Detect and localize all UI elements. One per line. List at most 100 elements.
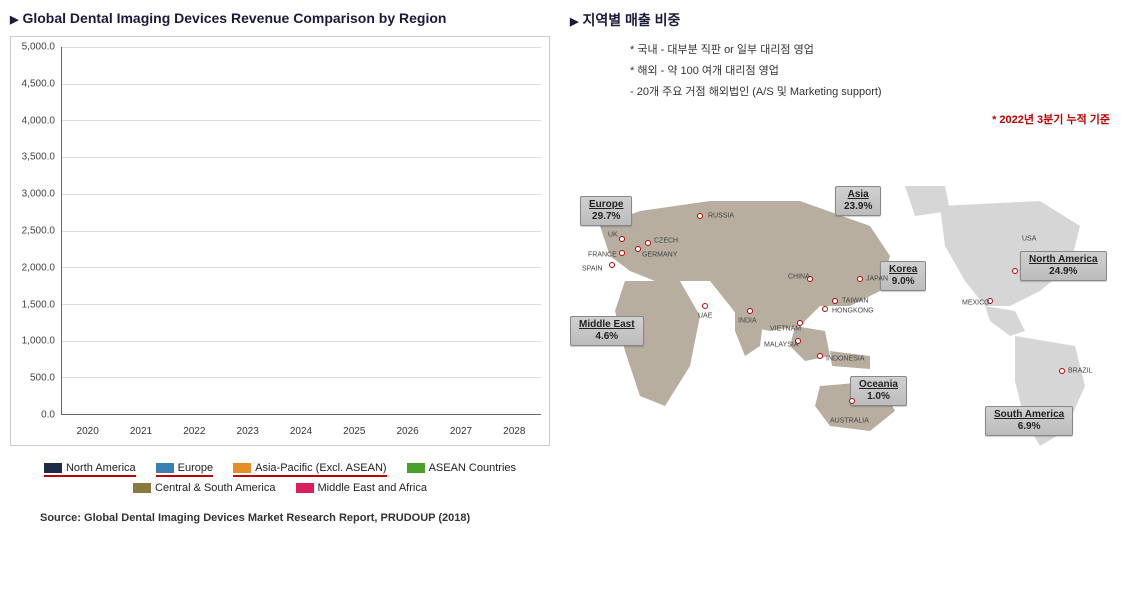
x-label: 2021 [130,426,152,437]
city-dot-australia [849,398,855,404]
region-name: Middle East [579,319,635,331]
x-label: 2027 [450,426,472,437]
city-dot-brazil [1059,368,1065,374]
bullet-domestic: * 국내 - 대부분 직판 or 일부 대리점 영업 [630,40,1110,61]
city-dot-usa [1012,268,1018,274]
chart-source: Source: Global Dental Imaging Devices Ma… [10,512,550,524]
region-pct: 23.9% [844,201,872,213]
city-label-taiwan: TAIWAN [842,297,868,304]
city-dot-france [619,250,625,256]
city-label-mexico: MEXICO [962,299,990,306]
y-tick: 1,000.0 [22,336,55,347]
city-dot-indonesia [817,353,823,359]
map-timestamp: * 2022년 3분기 누적 기준 [570,111,1110,127]
legend-label: Central & South America [155,482,275,494]
y-tick: 4,000.0 [22,115,55,126]
region-pct: 6.9% [994,421,1064,433]
city-dot-spain [609,262,615,268]
y-tick: 4,500.0 [22,78,55,89]
chart-legend: North America Europe Asia-Pacific (Excl. A… [10,462,550,494]
y-tick: 3,000.0 [22,189,55,200]
region-name: Asia [844,189,872,201]
legend-item: ASEAN Countries [407,462,516,474]
city-dot-uae [702,303,708,309]
legend-swatch [407,463,425,473]
region-pct: 24.9% [1029,266,1098,278]
x-label: 2026 [397,426,419,437]
city-label-china: CHINA [788,273,810,280]
city-dot-japan [857,276,863,282]
legend-item: Central & South America [133,482,275,494]
city-label-spain: SPAIN [582,265,603,272]
y-tick: 3,500.0 [22,152,55,163]
x-label: 2023 [237,426,259,437]
city-dot-russia [697,213,703,219]
y-tick: 2,500.0 [22,226,55,237]
city-label-hongkong: HONGKONG [832,307,874,314]
city-label-russia: RUSSIA [708,212,734,219]
legend-underline [233,475,386,477]
right-panel: 지역별 매출 비중 * 국내 - 대부분 직판 or 일부 대리점 영업 * 해… [570,10,1110,524]
x-label: 2025 [343,426,365,437]
legend-item: Asia-Pacific (Excl. ASEAN) [233,462,386,474]
y-tick: 500.0 [30,373,55,384]
city-label-brazil: BRAZIL [1068,367,1093,374]
city-label-uk: UK [608,231,618,238]
region-pct: 4.6% [579,331,635,343]
x-label: 2024 [290,426,312,437]
city-label-india: INDIA [738,317,757,324]
x-label: 2028 [503,426,525,437]
x-label: 2022 [183,426,205,437]
legend-swatch [233,463,251,473]
legend-item: North America [44,462,136,474]
region-box-middle-east: Middle East4.6% [570,316,644,346]
region-box-oceania: Oceania1.0% [850,376,907,406]
legend-label: Asia-Pacific (Excl. ASEAN) [255,462,386,474]
legend-swatch [44,463,62,473]
left-panel: Global Dental Imaging Devices Revenue Co… [10,10,550,524]
chart-title: Global Dental Imaging Devices Revenue Co… [10,10,550,26]
region-box-asia: Asia23.9% [835,186,881,216]
city-label-usa: USA [1022,235,1036,242]
legend-label: North America [66,462,136,474]
region-name: Korea [889,264,917,276]
legend-item: Europe [156,462,213,474]
city-dot-india [747,308,753,314]
legend-swatch [133,483,151,493]
region-pct: 1.0% [859,391,898,403]
region-box-europe: Europe29.7% [580,196,632,226]
stacked-bar-chart: 0.0500.01,000.01,500.02,000.02,500.03,00… [10,36,550,446]
region-name: South America [994,409,1064,421]
city-label-france: FRANCE [588,251,617,258]
city-label-japan: JAPAN [866,275,888,282]
region-name: North America [1029,254,1098,266]
bullet-overseas: * 해외 - 약 100 여개 대리점 영업 [630,61,1110,82]
city-label-germany: GERMANY [642,251,677,258]
y-tick: 0.0 [41,410,55,421]
map-title: 지역별 매출 비중 [570,10,1110,30]
region-pct: 9.0% [889,276,917,288]
city-label-czech: CZECH [654,237,678,244]
city-dot-czech [645,240,651,246]
city-label-uae: UAE [698,312,712,319]
city-dot-germany [635,246,641,252]
city-label-australia: AUSTRALIA [830,417,869,424]
city-label-indonesia: INDONESIA [826,355,865,362]
legend-underline [44,475,136,477]
region-pct: 29.7% [589,211,623,223]
city-dot-taiwan [832,298,838,304]
legend-label: ASEAN Countries [429,462,516,474]
legend-label: Europe [178,462,213,474]
city-label-malaysia: MALAYSIA [764,341,799,348]
legend-underline [156,475,213,477]
city-dot-hongkong [822,306,828,312]
map-bullets: * 국내 - 대부분 직판 or 일부 대리점 영업 * 해외 - 약 100 … [570,40,1110,103]
region-box-north-america: North America24.9% [1020,251,1107,281]
world-map: Europe29.7% Middle East4.6% Asia23.9% Korea… [570,131,1110,461]
region-name: Europe [589,199,623,211]
region-box-south-america: South America6.9% [985,406,1073,436]
y-tick: 1,500.0 [22,299,55,310]
y-tick: 5,000.0 [22,42,55,53]
legend-swatch [296,483,314,493]
city-dot-uk [619,236,625,242]
